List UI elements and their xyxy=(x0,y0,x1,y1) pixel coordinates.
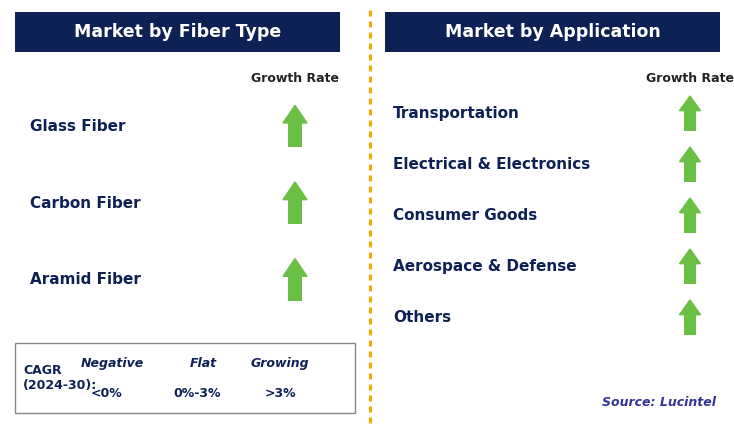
Polygon shape xyxy=(283,259,307,276)
Polygon shape xyxy=(680,147,700,162)
Text: Growing: Growing xyxy=(251,357,309,370)
Text: Glass Fiber: Glass Fiber xyxy=(30,119,126,134)
Text: (2024-30):: (2024-30): xyxy=(23,379,97,392)
Bar xyxy=(288,276,302,301)
Text: Source: Lucintel: Source: Lucintel xyxy=(602,396,716,409)
Text: Flat: Flat xyxy=(189,357,217,370)
Polygon shape xyxy=(680,249,700,264)
Text: Electrical & Electronics: Electrical & Electronics xyxy=(393,157,590,172)
Polygon shape xyxy=(317,357,333,375)
Text: <0%: <0% xyxy=(90,387,122,400)
Text: Consumer Goods: Consumer Goods xyxy=(393,208,537,223)
Text: Market by Application: Market by Application xyxy=(445,23,661,41)
Bar xyxy=(684,162,696,182)
Polygon shape xyxy=(283,182,307,200)
Text: Aramid Fiber: Aramid Fiber xyxy=(30,272,141,287)
Bar xyxy=(144,361,152,383)
Bar xyxy=(684,111,696,131)
Text: Transportation: Transportation xyxy=(393,106,520,121)
Bar xyxy=(15,343,355,413)
Bar xyxy=(684,213,696,233)
Text: Carbon Fiber: Carbon Fiber xyxy=(30,196,141,210)
Text: Growth Rate: Growth Rate xyxy=(646,72,734,85)
Text: 0%-3%: 0%-3% xyxy=(173,387,221,400)
Bar xyxy=(288,123,302,147)
Polygon shape xyxy=(283,105,307,123)
Text: Others: Others xyxy=(393,310,451,325)
Bar xyxy=(224,373,252,383)
Bar xyxy=(321,375,329,399)
Text: Aerospace & Defense: Aerospace & Defense xyxy=(393,259,577,274)
Text: >3%: >3% xyxy=(264,387,296,400)
Polygon shape xyxy=(680,198,700,213)
Text: Market by Fiber Type: Market by Fiber Type xyxy=(74,23,281,41)
Text: CAGR: CAGR xyxy=(23,363,62,377)
Bar xyxy=(288,200,302,224)
Bar xyxy=(684,315,696,335)
Polygon shape xyxy=(680,300,700,315)
Text: Growth Rate: Growth Rate xyxy=(251,72,339,85)
Polygon shape xyxy=(680,96,700,111)
Bar xyxy=(385,12,720,52)
Polygon shape xyxy=(252,369,270,387)
Bar xyxy=(684,264,696,284)
Text: Negative: Negative xyxy=(81,357,144,370)
Polygon shape xyxy=(140,383,156,399)
Bar xyxy=(15,12,340,52)
